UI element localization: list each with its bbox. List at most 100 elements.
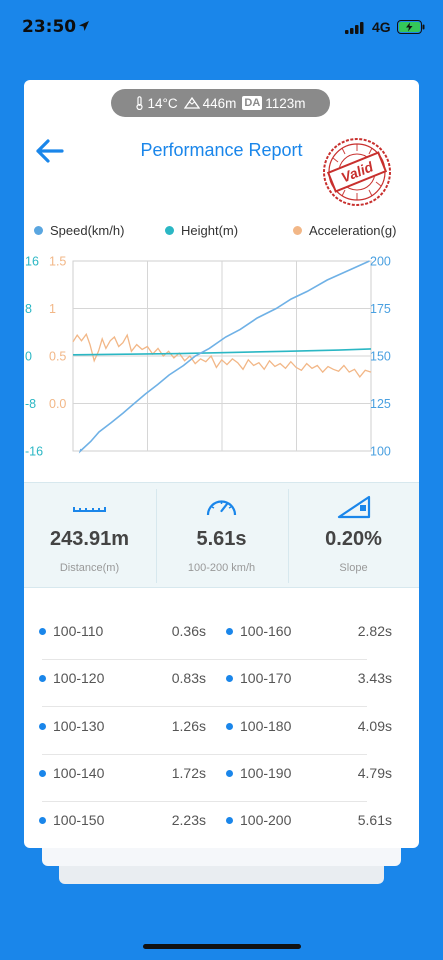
- network-type: 4G: [372, 19, 391, 35]
- card-stack-back: [59, 862, 384, 884]
- legend-item-height: Height(m): [165, 223, 238, 238]
- density-altitude-label: DA: [242, 96, 263, 110]
- row-divider: [42, 706, 367, 707]
- legend-item-acceleration: Acceleration(g): [293, 223, 396, 238]
- split-left: 100-130: [39, 711, 104, 741]
- density-altitude-value: 1123m: [265, 95, 306, 111]
- split-time: 4.79s: [357, 765, 392, 781]
- battery-charging-icon: [397, 20, 425, 34]
- bullet-dot: [226, 722, 233, 730]
- split-row: 100-140 1.72s 100-190 4.79s: [24, 758, 419, 802]
- bullet-dot: [226, 674, 233, 682]
- status-time: 23:50: [22, 17, 77, 37]
- split-range: 100-130: [53, 718, 105, 734]
- row-divider: [42, 801, 367, 802]
- split-left: 100-150: [39, 805, 104, 835]
- speed-axis-tick-label: 175: [370, 302, 391, 316]
- bullet-dot: [39, 627, 46, 635]
- split-time: 2.23s: [171, 812, 206, 828]
- split-time: 2.82s: [357, 623, 392, 639]
- split-range: 100-140: [53, 765, 105, 781]
- bullet-dot: [39, 674, 46, 682]
- slope-icon: [337, 495, 371, 519]
- acceleration-axis-tick-label: 0.0: [49, 397, 66, 411]
- split-range: 100-190: [240, 765, 292, 781]
- speed-axis-tick-label: 150: [370, 350, 391, 364]
- acceleration-axis-tick-label: 0.5: [49, 350, 66, 364]
- mountain-icon: [183, 97, 200, 109]
- split-time: 3.43s: [357, 670, 392, 686]
- speed-axis-tick-label: 100: [370, 445, 391, 459]
- split-time: 5.61s: [357, 812, 392, 828]
- split-left: 100-120: [39, 663, 104, 693]
- speed-series-line: [78, 260, 370, 454]
- home-indicator[interactable]: [143, 944, 301, 949]
- acceleration-axis-tick-label: 1: [49, 302, 56, 316]
- bullet-dot: [226, 769, 233, 777]
- location-arrow-icon: [79, 21, 89, 31]
- divider: [156, 489, 157, 583]
- thermometer-icon: [136, 96, 144, 110]
- speed-axis-tick-label: 125: [370, 397, 391, 411]
- split-left: 100-110: [39, 616, 103, 646]
- height-axis-tick-label: -16: [25, 445, 43, 459]
- altitude-value: 446m: [202, 95, 237, 111]
- signal-icon: [345, 22, 364, 34]
- valid-stamp: Valid: [323, 138, 391, 206]
- split-time: 0.36s: [171, 623, 206, 639]
- status-bar: 23:50 4G: [0, 0, 443, 56]
- report-card: 14°C 446m DA 1123m Performance Report: [24, 80, 419, 848]
- bullet-dot: [39, 722, 46, 730]
- height-axis-tick-label: 8: [25, 302, 32, 316]
- split-time: 1.26s: [171, 718, 206, 734]
- legend-label-acceleration: Acceleration(g): [309, 223, 397, 238]
- height-series-line: [72, 348, 372, 356]
- bullet-dot: [226, 627, 233, 635]
- split-left: 100-140: [39, 758, 104, 788]
- stat-slope-label: Slope: [339, 562, 368, 574]
- split-row: 100-150 2.23s 100-200 5.61s: [24, 805, 419, 835]
- split-range: 100-160: [240, 623, 292, 639]
- stat-slope: 0.20% Slope: [288, 483, 419, 589]
- legend-dot-height: [165, 226, 174, 235]
- stat-time: 5.61s 100-200 km/h: [156, 483, 287, 589]
- acceleration-axis-tick-label: 1.5: [49, 255, 66, 269]
- split-time: 0.83s: [171, 670, 206, 686]
- speedometer-icon: [206, 500, 237, 516]
- performance-chart: 16 8 0 -8 -16 1.5 1 0.5 0.0 200 175 150 125 100: [25, 255, 391, 459]
- temperature-value: 14°C: [147, 95, 178, 111]
- stat-distance: 243.91m Distance(m): [24, 483, 155, 589]
- stat-distance-label: Distance(m): [59, 562, 120, 574]
- chart-legend: Speed(km/h) Height(m) Acceleration(g): [24, 223, 419, 239]
- back-arrow-icon[interactable]: [34, 137, 66, 165]
- split-range: 100-170: [240, 670, 292, 686]
- bullet-dot: [39, 769, 46, 777]
- divider: [288, 489, 289, 583]
- split-row: 100-130 1.26s 100-180 4.09s: [24, 711, 419, 755]
- split-time: 4.09s: [357, 718, 392, 734]
- split-range: 100-200: [240, 812, 292, 828]
- legend-dot-speed: [34, 226, 43, 235]
- card-stack-middle: [42, 848, 401, 866]
- environment-pill: 14°C 446m DA 1123m: [111, 89, 330, 117]
- legend-label-height: Height(m): [181, 223, 239, 238]
- page-title: Performance Report: [140, 140, 303, 160]
- split-range: 100-120: [53, 670, 105, 686]
- legend-label-speed: Speed(km/h): [50, 223, 125, 238]
- split-right: 100-160: [226, 616, 291, 646]
- legend-item-speed: Speed(km/h): [34, 223, 124, 238]
- row-divider: [42, 754, 367, 755]
- split-right: 100-190: [226, 758, 291, 788]
- height-axis-tick-label: 16: [25, 255, 39, 269]
- split-time: 1.72s: [171, 765, 206, 781]
- acceleration-series-line: [72, 332, 372, 378]
- split-range: 100-110: [53, 623, 104, 639]
- ruler-icon: [73, 507, 106, 512]
- bullet-dot: [39, 816, 46, 824]
- bullet-dot: [226, 816, 233, 824]
- split-right: 100-180: [226, 711, 291, 741]
- speed-axis-tick-label: 200: [370, 255, 391, 269]
- split-right: 100-170: [226, 663, 291, 693]
- summary-stats: 243.91m Distance(m) 5.61s 100-200 km/h 0…: [24, 482, 419, 588]
- split-range: 100-180: [240, 718, 292, 734]
